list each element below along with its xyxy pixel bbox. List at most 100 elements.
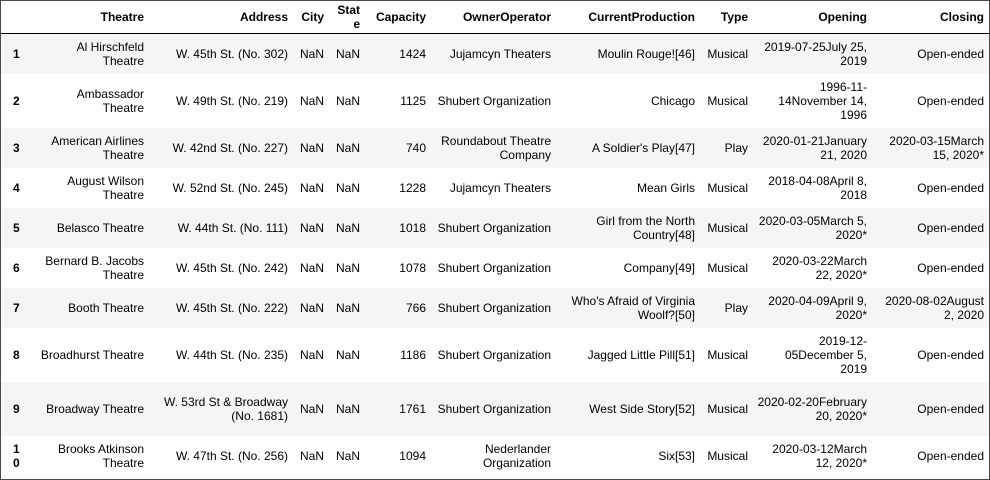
cell-opening: 2019-07-25July 25, 2019: [764, 39, 867, 68]
cell-closing: Open-ended: [917, 220, 984, 235]
table-row: 9 Broadway Theatre W. 53rd St & Broadway…: [1, 381, 989, 436]
cell-theatre: Bernard B. Jacobs Theatre: [45, 253, 144, 282]
table-row: 8 Broadhurst Theatre W. 44th St. (No. 23…: [1, 327, 989, 382]
index-header: [1, 1, 31, 34]
cell-address: W. 45th St. (No. 222): [175, 300, 288, 315]
cell-owner-operator: Shubert Organization: [437, 401, 551, 416]
cell-capacity: 1186: [400, 347, 426, 362]
cell-owner-operator: Roundabout Theatre Company: [441, 133, 551, 162]
cell-opening: 1996-11-14November 14, 1996: [778, 79, 867, 122]
cell-address: W. 45th St. (No. 242): [175, 260, 288, 275]
cell-owner-operator: Shubert Organization: [437, 260, 551, 275]
cell-capacity: 740: [405, 140, 426, 155]
cell-city: NaN: [299, 180, 324, 195]
column-header-current-production: CurrentProduction: [556, 1, 700, 34]
cell-state: NaN: [335, 220, 360, 235]
column-header-city: City: [293, 1, 329, 34]
cell-current-production: Jagged Little Pill[51]: [587, 347, 695, 362]
cell-closing: Open-ended: [917, 401, 984, 416]
table-row: 10 Brooks Atkinson Theatre W. 47th St. (…: [1, 435, 989, 476]
cell-state: NaN: [335, 401, 360, 416]
cell-type: Musical: [707, 180, 748, 195]
cell-theatre: Ambassador Theatre: [76, 86, 144, 115]
cell-capacity: 1094: [399, 448, 426, 463]
cell-state: NaN: [335, 46, 360, 61]
table-row: 7 Booth Theatre W. 45th St. (No. 222) Na…: [1, 287, 989, 328]
cell-city: NaN: [299, 448, 324, 463]
header-row: Theatre Address City State Capacity Owne…: [1, 1, 989, 34]
cell-type: Musical: [707, 260, 748, 275]
cell-opening: 2019-12-05December 5, 2019: [784, 333, 867, 376]
cell-capacity: 1125: [400, 93, 426, 108]
row-index: 6: [13, 260, 20, 275]
cell-type: Play: [724, 300, 748, 315]
cell-opening: 2020-04-09April 9, 2020*: [768, 293, 867, 322]
column-header-capacity: Capacity: [365, 1, 431, 34]
cell-capacity: 1018: [399, 220, 426, 235]
cell-theatre: Al Hirschfeld Theatre: [76, 39, 144, 68]
cell-current-production: Chicago: [650, 93, 695, 108]
row-index: 8: [13, 347, 20, 362]
table-row: 5 Belasco Theatre W. 44th St. (No. 111) …: [1, 207, 989, 248]
cell-closing: 2020-03-15March 15, 2020*: [889, 133, 984, 162]
cell-address: W. 45th St. (No. 302): [175, 46, 288, 61]
cell-type: Play: [724, 140, 748, 155]
cell-type: Musical: [707, 448, 748, 463]
table-row: 6 Bernard B. Jacobs Theatre W. 45th St. …: [1, 247, 989, 288]
cell-city: NaN: [299, 401, 324, 416]
column-header-state: State: [329, 1, 365, 34]
cell-closing: Open-ended: [917, 448, 984, 463]
cell-current-production: Girl from the North Country[48]: [596, 213, 695, 242]
cell-city: NaN: [299, 220, 324, 235]
row-index: 10: [13, 441, 20, 470]
cell-closing: Open-ended: [917, 260, 984, 275]
column-header-owner-operator: OwnerOperator: [431, 1, 556, 34]
cell-closing: Open-ended: [917, 93, 984, 108]
cell-closing: 2020-08-02August 2, 2020: [885, 293, 984, 322]
column-header-opening: Opening: [753, 1, 872, 34]
cell-opening: 2018-04-08April 8, 2018: [768, 173, 867, 202]
cell-current-production: West Side Story[52]: [589, 401, 695, 416]
cell-current-production: Mean Girls: [636, 180, 695, 195]
cell-city: NaN: [299, 46, 324, 61]
cell-city: NaN: [299, 260, 324, 275]
cell-theatre: Broadway Theatre: [46, 401, 144, 416]
cell-theatre: American Airlines Theatre: [51, 133, 144, 162]
cell-current-production: A Soldier's Play[47]: [591, 140, 695, 155]
cell-opening: 2020-03-22March 22, 2020*: [772, 253, 867, 282]
cell-current-production: Company[49]: [623, 260, 695, 275]
cell-type: Musical: [707, 93, 748, 108]
cell-theatre: Belasco Theatre: [56, 220, 144, 235]
cell-state: NaN: [335, 180, 360, 195]
cell-owner-operator: Jujamcyn Theaters: [449, 180, 551, 195]
cell-owner-operator: Nederlander Organization: [482, 441, 551, 470]
cell-state: NaN: [335, 260, 360, 275]
row-index: 3: [13, 140, 20, 155]
table-row: 1 Al Hirschfeld Theatre W. 45th St. (No.…: [1, 33, 989, 74]
cell-owner-operator: Jujamcyn Theaters: [449, 46, 551, 61]
table-row: 2 Ambassador Theatre W. 49th St. (No. 21…: [1, 73, 989, 128]
cell-opening: 2020-03-12March 12, 2020*: [772, 441, 867, 470]
cell-closing: Open-ended: [917, 180, 984, 195]
cell-owner-operator: Shubert Organization: [437, 93, 551, 108]
cell-closing: Open-ended: [917, 347, 984, 362]
cell-opening: 2020-03-05March 5, 2020*: [758, 213, 867, 242]
column-header-type: Type: [700, 1, 753, 34]
cell-type: Musical: [707, 46, 748, 61]
row-index: 9: [13, 401, 20, 416]
column-header-theatre: Theatre: [31, 1, 149, 34]
cell-capacity: 1761: [399, 401, 426, 416]
cell-address: W. 49th St. (No. 219): [175, 93, 288, 108]
cell-state: NaN: [335, 448, 360, 463]
cell-city: NaN: [299, 140, 324, 155]
cell-theatre: Brooks Atkinson Theatre: [57, 441, 144, 470]
cell-current-production: Six[53]: [658, 448, 695, 463]
row-index: 2: [13, 93, 20, 108]
cell-opening: 2020-01-21January 21, 2020: [762, 133, 867, 162]
cell-capacity: 1228: [399, 180, 426, 195]
column-header-closing: Closing: [872, 1, 989, 34]
cell-owner-operator: Shubert Organization: [437, 347, 551, 362]
cell-closing: Open-ended: [917, 46, 984, 61]
row-index: 7: [13, 300, 20, 315]
